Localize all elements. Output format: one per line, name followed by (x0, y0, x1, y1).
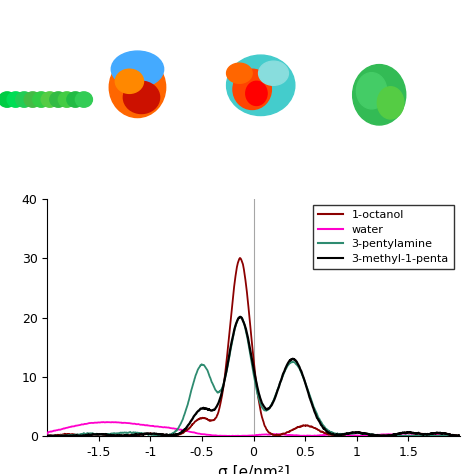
Line: 3-pentylamine: 3-pentylamine (47, 317, 460, 436)
water (449, 433, 455, 439)
3-methyl-1-penta (237, 314, 243, 319)
3-pentylamine (399, 433, 404, 439)
water (116, 419, 122, 425)
Circle shape (16, 92, 33, 107)
Ellipse shape (246, 82, 267, 106)
3-methyl-1-penta (49, 433, 55, 439)
3-methyl-1-penta (203, 406, 209, 411)
3-methyl-1-penta (92, 432, 98, 438)
Line: 3-methyl-1-penta: 3-methyl-1-penta (47, 317, 460, 436)
Ellipse shape (115, 69, 144, 93)
1-octanol (457, 433, 463, 438)
Line: 1-octanol: 1-octanol (47, 258, 460, 436)
3-methyl-1-penta (457, 433, 463, 438)
Circle shape (67, 92, 84, 107)
Ellipse shape (233, 69, 272, 109)
water (91, 420, 97, 426)
Ellipse shape (353, 64, 406, 125)
water (110, 419, 116, 425)
Ellipse shape (259, 61, 289, 85)
3-methyl-1-penta (221, 382, 227, 388)
Circle shape (7, 92, 24, 107)
Ellipse shape (109, 57, 166, 118)
3-pentylamine (45, 433, 50, 439)
water (203, 432, 209, 438)
3-methyl-1-penta (45, 433, 50, 439)
1-octanol (116, 433, 122, 438)
Ellipse shape (227, 55, 295, 116)
1-octanol (45, 433, 50, 438)
Circle shape (24, 92, 41, 107)
water (221, 433, 227, 438)
water (45, 431, 50, 437)
Ellipse shape (227, 63, 252, 83)
1-octanol (237, 255, 243, 261)
3-pentylamine (91, 431, 97, 437)
3-methyl-1-penta (449, 432, 455, 438)
1-octanol (449, 432, 455, 438)
1-octanol (405, 429, 410, 435)
Line: water: water (47, 422, 460, 436)
Ellipse shape (111, 51, 164, 87)
3-methyl-1-penta (405, 429, 410, 435)
Circle shape (58, 92, 75, 107)
3-pentylamine (203, 365, 209, 370)
1-octanol (117, 433, 123, 439)
3-pentylamine (238, 314, 244, 320)
X-axis label: σ [e/nm²]: σ [e/nm²] (218, 465, 290, 474)
1-octanol (91, 431, 97, 437)
1-octanol (203, 416, 209, 421)
water (405, 433, 410, 438)
Circle shape (50, 92, 67, 107)
3-pentylamine (457, 433, 463, 439)
1-octanol (221, 383, 227, 389)
Ellipse shape (356, 73, 387, 109)
3-pentylamine (405, 433, 410, 439)
3-pentylamine (449, 433, 455, 438)
Ellipse shape (377, 87, 404, 119)
Circle shape (0, 92, 16, 107)
3-pentylamine (220, 382, 226, 388)
Circle shape (41, 92, 58, 107)
Legend: 1-octanol, water, 3-pentylamine, 3-methyl-1-penta: 1-octanol, water, 3-pentylamine, 3-methy… (312, 205, 454, 269)
3-methyl-1-penta (116, 432, 122, 438)
3-pentylamine (116, 430, 122, 436)
Ellipse shape (123, 82, 160, 114)
Circle shape (75, 92, 92, 107)
water (231, 433, 237, 439)
Circle shape (33, 92, 50, 107)
water (457, 433, 463, 439)
